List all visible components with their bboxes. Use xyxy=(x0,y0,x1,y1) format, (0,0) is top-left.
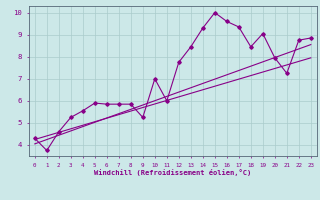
X-axis label: Windchill (Refroidissement éolien,°C): Windchill (Refroidissement éolien,°C) xyxy=(94,169,252,176)
